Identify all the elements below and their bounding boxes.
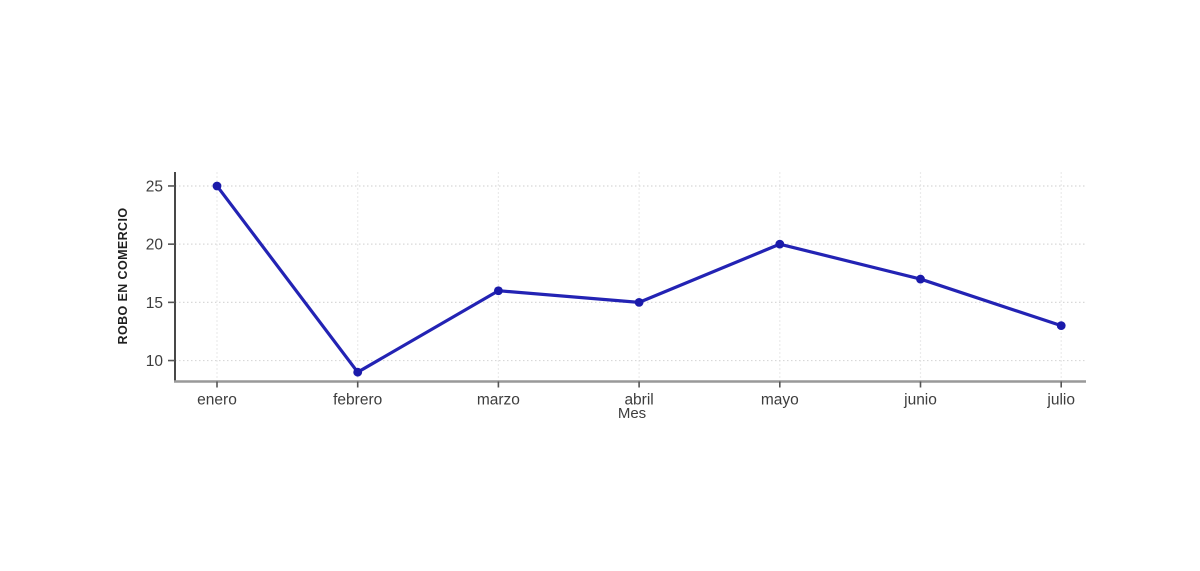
data-point — [353, 367, 363, 377]
x-tick-label: enero — [197, 392, 237, 409]
data-point — [916, 274, 925, 284]
x-tick-label: abril — [624, 392, 653, 409]
data-point — [212, 181, 222, 191]
data-point — [1056, 321, 1066, 331]
x-tick-label: junio — [903, 392, 937, 409]
y-tick-label: 25 — [146, 178, 163, 195]
y-axis-title: ROBO EN COMERCIO — [116, 207, 130, 345]
y-tick-label: 20 — [146, 237, 164, 254]
data-point — [775, 239, 785, 249]
x-tick-label: julio — [1046, 392, 1075, 409]
y-tick-label: 15 — [146, 295, 163, 312]
y-tick-label: 10 — [146, 353, 164, 370]
data-point — [634, 297, 644, 307]
x-tick-label: marzo — [477, 392, 520, 409]
data-point — [494, 286, 503, 296]
x-tick-label: febrero — [333, 392, 382, 409]
x-axis-title: Mes — [617, 405, 647, 422]
x-tick-label: mayo — [761, 392, 799, 409]
